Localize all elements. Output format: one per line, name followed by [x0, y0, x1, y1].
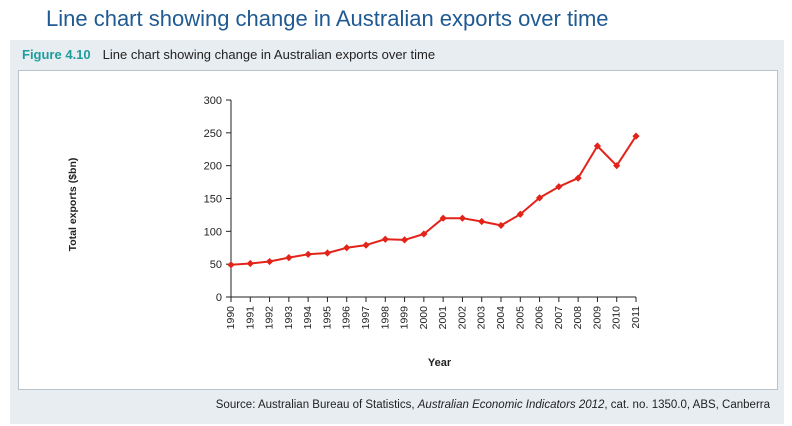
- x-tick-label: 2002: [456, 306, 468, 330]
- data-point-2009: [593, 142, 602, 150]
- x-tick-label: 1993: [283, 306, 295, 330]
- x-tick-label: 2006: [534, 306, 546, 330]
- figure-source: Source: Australian Bureau of Statistics,…: [216, 399, 770, 411]
- figure-box: Figure 4.10 Line chart showing change in …: [10, 40, 784, 424]
- data-point-1999: [400, 236, 409, 244]
- data-point-2001: [439, 214, 447, 222]
- x-tick-label: 2008: [572, 306, 584, 330]
- page-title: Line chart showing change in Australian …: [46, 6, 609, 31]
- y-tick-label: 300: [204, 95, 222, 107]
- x-tick-label: 1997: [360, 306, 372, 330]
- plot-panel: 0 50 100 150 200 250 300 1990 1991 1992 1993 1994 19…: [18, 70, 778, 390]
- x-tick-label: 2004: [495, 306, 507, 330]
- y-tick-label: 150: [204, 194, 222, 206]
- source-suffix: , cat. no. 1350.0, ABS, Canberra: [604, 399, 770, 411]
- data-point-1990: [227, 261, 235, 269]
- data-point-2003: [478, 217, 486, 226]
- data-point-2010: [613, 162, 621, 170]
- data-point-2004: [497, 221, 505, 230]
- x-tick-label: 1996: [341, 306, 353, 330]
- data-point-1995: [323, 249, 332, 257]
- x-tick-label: 2005: [514, 306, 526, 330]
- x-tick-label: 2007: [553, 306, 565, 330]
- data-point-1997: [362, 241, 370, 249]
- x-tick-label: 1990: [225, 306, 237, 330]
- data-point-2005: [516, 210, 524, 218]
- x-tick-label: 2000: [418, 306, 430, 330]
- figure-caption: Line chart showing change in Australian …: [102, 47, 436, 62]
- data-point-1994: [304, 250, 312, 258]
- y-tick-label: 100: [204, 226, 222, 238]
- data-point-1996: [343, 244, 351, 252]
- source-prefix: Source: Australian Bureau of Statistics,: [215, 399, 418, 411]
- x-tick-label: 2001: [437, 306, 449, 330]
- x-axis-title: Year: [428, 357, 452, 369]
- x-tick-label: 1995: [321, 306, 333, 330]
- x-tick-label: 1994: [302, 306, 314, 330]
- y-tick-label: 0: [216, 292, 222, 304]
- y-tick-label: 250: [204, 128, 222, 140]
- data-point-1998: [381, 235, 389, 243]
- y-axis-title: Total exports ($bn): [67, 158, 79, 252]
- x-tick-label: 1991: [244, 306, 256, 330]
- x-tick-label: 2009: [591, 306, 603, 330]
- x-tick-label: 1998: [379, 306, 391, 330]
- source-title: Australian Economic Indicators 2012: [417, 399, 605, 411]
- y-tick-label: 50: [210, 259, 222, 271]
- y-tick-label: 200: [204, 161, 222, 173]
- series-line: [230, 135, 637, 266]
- x-tick-label: 2003: [476, 306, 488, 330]
- line-chart: 0 50 100 150 200 250 300 1990 1991 1992 1993 1994 19…: [67, 95, 642, 369]
- data-point-2008: [574, 174, 582, 182]
- data-point-1993: [285, 254, 293, 262]
- data-point-2002: [458, 214, 467, 222]
- data-point-2007: [555, 183, 563, 191]
- data-point-1991: [246, 259, 254, 268]
- data-point-2011: [632, 132, 640, 140]
- data-point-2000: [420, 230, 428, 238]
- x-tick-label: 2010: [611, 306, 623, 330]
- figure-label: Figure 4.10: [22, 47, 91, 62]
- x-tick-label: 2011: [630, 306, 642, 329]
- data-point-1992: [265, 257, 274, 266]
- data-point-2006: [535, 194, 544, 202]
- x-tick-label: 1999: [399, 306, 411, 330]
- x-tick-label: 1992: [264, 306, 276, 330]
- figure-header: Figure 4.10 Line chart showing change in …: [22, 47, 435, 62]
